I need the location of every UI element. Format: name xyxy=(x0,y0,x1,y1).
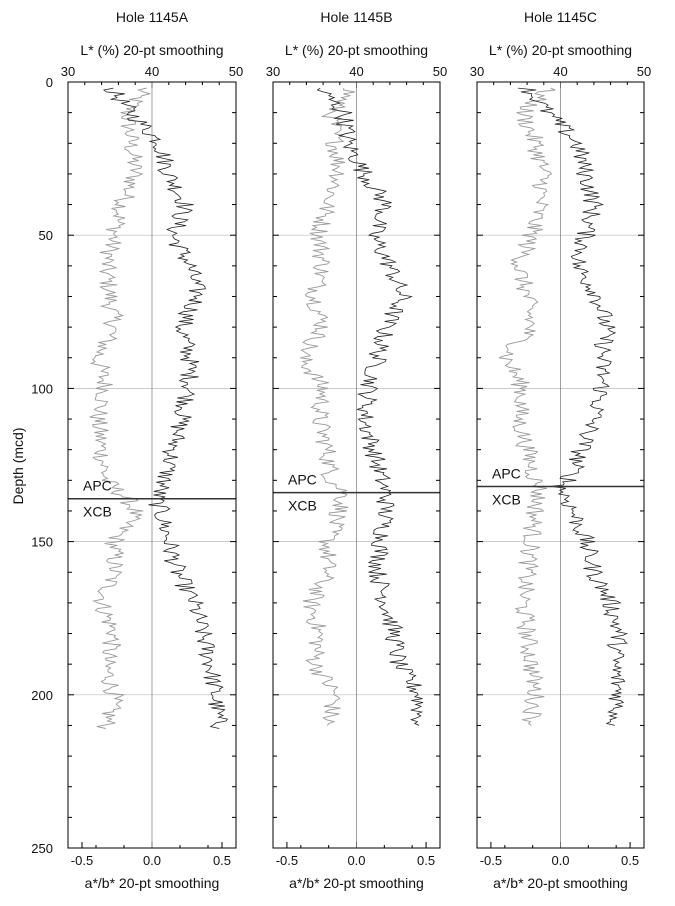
bottom-axis-label: a*/b* 20-pt smoothing xyxy=(289,875,424,891)
panel-title: Hole 1145A xyxy=(116,9,189,25)
y-axis-label: Depth (mcd) xyxy=(10,427,26,504)
series-line-2 xyxy=(316,87,424,726)
series-line-2 xyxy=(102,87,229,729)
boundary-lower-label: XCB xyxy=(492,491,521,507)
y-tick-label: 100 xyxy=(31,381,53,396)
y-tick-label: 0 xyxy=(46,75,53,90)
top-tick-label: 50 xyxy=(433,64,447,79)
bottom-tick-label: 0.0 xyxy=(143,853,161,868)
boundary-lower-label: XCB xyxy=(83,504,112,520)
bottom-tick-label: 0.0 xyxy=(551,853,569,868)
bottom-axis-label: a*/b* 20-pt smoothing xyxy=(493,875,628,891)
panel-frame xyxy=(67,81,237,849)
bottom-tick-label: 0.5 xyxy=(417,853,435,868)
panel-frame xyxy=(476,81,645,849)
top-tick-label: 30 xyxy=(266,64,280,79)
bottom-tick-label: 0.5 xyxy=(621,853,639,868)
bottom-tick-label: -0.5 xyxy=(480,853,502,868)
top-tick-label: 40 xyxy=(553,64,567,79)
boundary-lower-label: XCB xyxy=(288,498,317,514)
bottom-tick-label: -0.5 xyxy=(71,853,93,868)
series-line-1 xyxy=(498,87,556,726)
y-tick-labels: 0 50 100 150 200 250 xyxy=(31,75,53,856)
panel-title: Hole 1145C xyxy=(524,9,597,25)
bottom-tick-label: -0.5 xyxy=(276,853,298,868)
y-tick-label: 250 xyxy=(31,841,53,856)
top-tick-label: 30 xyxy=(61,64,75,79)
series-line-2 xyxy=(517,87,629,726)
panels: Hole 1145A L* (%) 20-pt smoothing 30 40 50 -0… xyxy=(61,9,651,891)
panel-1: Hole 1145A L* (%) 20-pt smoothing 30 40 50 -0… xyxy=(61,9,243,891)
y-tick-label: 50 xyxy=(39,228,53,243)
top-tick-label: 30 xyxy=(470,64,484,79)
bottom-tick-label: 0.5 xyxy=(213,853,231,868)
bottom-axis-label: a*/b* 20-pt smoothing xyxy=(85,875,220,891)
y-tick-label: 200 xyxy=(31,688,53,703)
top-tick-label: 50 xyxy=(229,64,243,79)
y-tick-label: 150 xyxy=(31,535,53,550)
boundary-upper-label: APC xyxy=(492,465,521,481)
top-tick-label: 40 xyxy=(145,64,159,79)
top-tick-label: 50 xyxy=(637,64,651,79)
top-axis-label: L* (%) 20-pt smoothing xyxy=(285,42,428,58)
panel-2: Hole 1145B L* (%) 20-pt smoothing 30 40 50 -0… xyxy=(266,9,447,891)
top-tick-label: 40 xyxy=(349,64,363,79)
bottom-tick-label: 0.0 xyxy=(347,853,365,868)
top-axis-label: L* (%) 20-pt smoothing xyxy=(80,42,223,58)
boundary-upper-label: APC xyxy=(83,478,112,494)
panel-frame xyxy=(272,81,441,849)
panel-3: Hole 1145C L* (%) 20-pt smoothing 30 40 50 -0… xyxy=(470,9,651,891)
top-axis-label: L* (%) 20-pt smoothing xyxy=(489,42,632,58)
panel-title: Hole 1145B xyxy=(320,9,392,25)
boundary-upper-label: APC xyxy=(288,472,317,488)
series-line-1 xyxy=(300,87,356,726)
series-line-1 xyxy=(89,87,152,729)
